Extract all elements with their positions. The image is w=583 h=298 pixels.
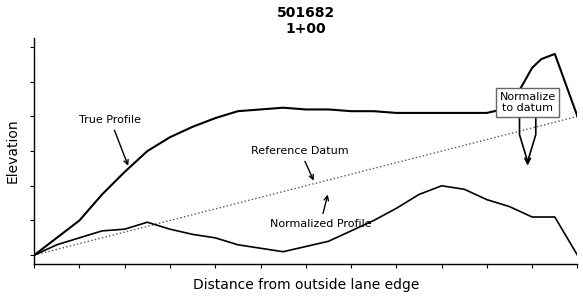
X-axis label: Distance from outside lane edge: Distance from outside lane edge [192,278,419,292]
Text: Reference Datum: Reference Datum [251,146,349,179]
Text: Normalize
to datum: Normalize to datum [500,92,556,113]
Text: Normalized Profile: Normalized Profile [269,196,371,229]
Y-axis label: Elevation: Elevation [6,119,20,183]
Text: True Profile: True Profile [79,115,142,164]
Title: 501682
1+00: 501682 1+00 [277,6,335,36]
